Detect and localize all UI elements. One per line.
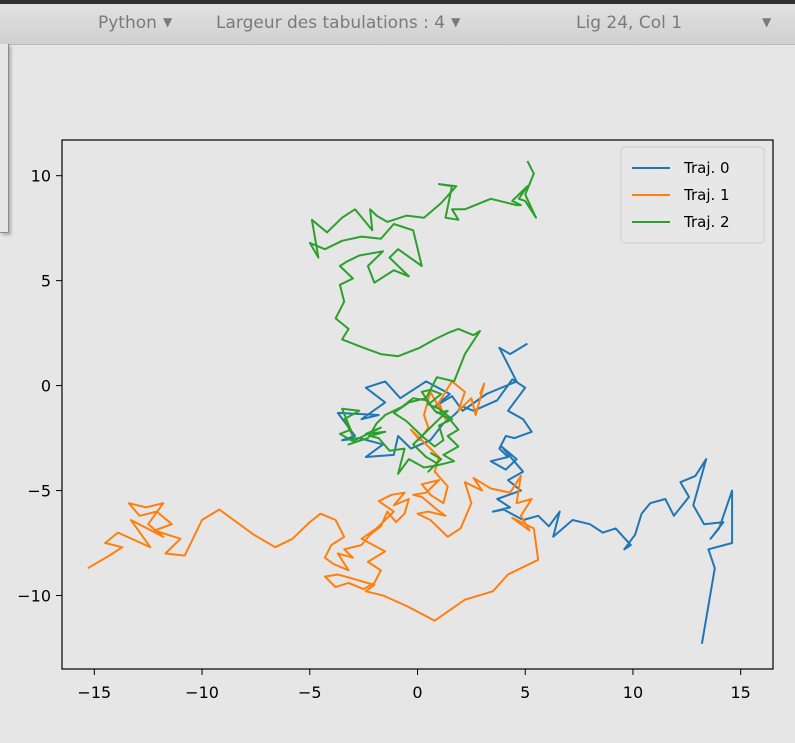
- x-tick-label: −10: [185, 683, 219, 702]
- series-line-0: [336, 342, 734, 644]
- status-bar: Python ▼ Largeur des tabulations : 4 ▼ Lig…: [0, 0, 795, 45]
- legend-label: Traj. 1: [683, 186, 730, 204]
- y-tick-label: −10: [17, 587, 51, 606]
- x-tick-label: −5: [298, 683, 322, 702]
- tab-width-label: Largeur des tabulations : 4: [216, 13, 446, 33]
- chevron-down-icon: ▼: [762, 15, 772, 29]
- x-tick-label: 15: [731, 683, 751, 702]
- y-tick-label: 10: [31, 167, 51, 186]
- x-tick-label: 0: [412, 683, 422, 702]
- x-tick-label: 5: [520, 683, 530, 702]
- y-tick-label: 0: [41, 377, 51, 396]
- language-selector[interactable]: Python ▼: [98, 13, 172, 33]
- x-tick-label: −15: [77, 683, 111, 702]
- legend-label: Traj. 2: [683, 213, 730, 231]
- series-line-2: [308, 160, 537, 475]
- tab-width-selector[interactable]: Largeur des tabulations : 4 ▼: [216, 13, 460, 33]
- x-tick-label: 10: [623, 683, 643, 702]
- window-top-border: [0, 0, 795, 4]
- cursor-position[interactable]: Lig 24, Col 1: [576, 13, 682, 33]
- side-panel-edge: [0, 44, 9, 233]
- legend-box: [620, 146, 765, 244]
- statusbar-menu-button[interactable]: ▼: [756, 13, 771, 33]
- language-label: Python: [98, 13, 157, 33]
- chevron-down-icon: ▼: [162, 15, 173, 29]
- legend-label: Traj. 0: [683, 159, 730, 177]
- series-line-1: [87, 380, 540, 622]
- y-tick-label: −5: [27, 482, 51, 501]
- cursor-position-label: Lig 24, Col 1: [576, 13, 683, 33]
- chevron-down-icon: ▼: [451, 15, 461, 29]
- y-tick-label: 5: [41, 272, 51, 291]
